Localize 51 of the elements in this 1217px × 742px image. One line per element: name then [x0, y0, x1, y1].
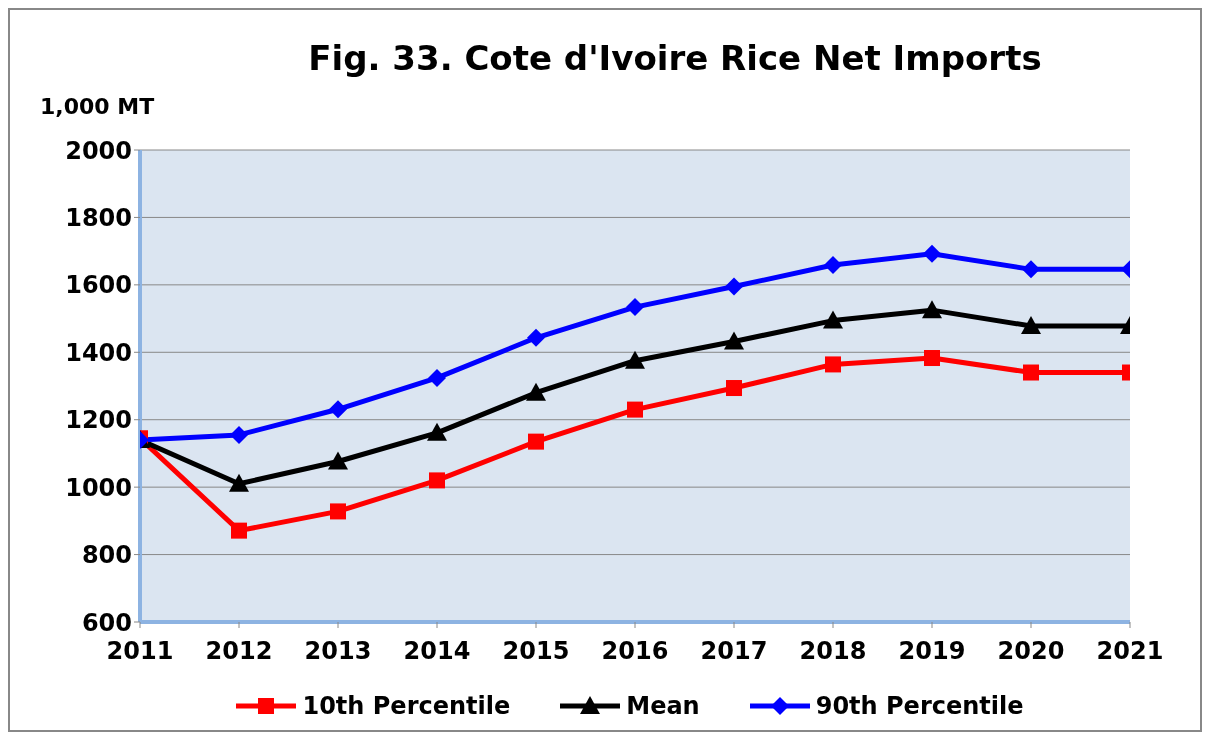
point	[328, 451, 348, 470]
y-tick-label: 800	[81, 541, 132, 570]
x-tick-label: 2015	[502, 637, 570, 666]
x-tick-label: 2017	[700, 637, 768, 666]
point	[527, 328, 545, 347]
y-tick-label: 1000	[65, 473, 132, 502]
point	[229, 473, 249, 492]
x-tick-label: 2012	[205, 637, 273, 666]
y-axis-title: 1,000 MT	[40, 94, 155, 119]
x-tick-label: 2018	[799, 637, 867, 666]
x-tick-label: 2013	[304, 637, 372, 666]
point	[329, 400, 347, 419]
point	[922, 300, 942, 319]
point	[923, 244, 941, 263]
point	[823, 310, 843, 329]
y-tick-label: 600	[81, 608, 132, 637]
point	[626, 298, 644, 317]
point	[428, 368, 446, 387]
y-tick-label: 1600	[65, 271, 132, 300]
point	[526, 382, 546, 401]
x-tick-label: 2021	[1096, 637, 1164, 666]
x-tick-label: 2011	[106, 637, 174, 666]
legend-label: 90th Percentile	[815, 692, 1024, 720]
point	[429, 472, 445, 489]
point	[1022, 260, 1040, 279]
point	[330, 503, 346, 520]
y-tick-label: 1200	[65, 406, 132, 435]
x-tick-label: 2020	[997, 637, 1065, 666]
chart-title: Fig. 33. Cote d'Ivoire Rice Net Imports	[307, 38, 1043, 78]
y-tick-label: 1800	[65, 203, 132, 232]
x-tick-label: 2019	[898, 637, 966, 666]
x-tick-label: 2016	[601, 637, 669, 666]
point	[924, 350, 940, 367]
y-tick-label: 2000	[65, 136, 132, 165]
point	[825, 356, 841, 373]
point	[230, 425, 248, 444]
point	[627, 401, 643, 418]
point	[724, 331, 744, 350]
point	[528, 433, 544, 450]
legend-label: 10th Percentile	[302, 692, 511, 720]
point	[625, 350, 645, 369]
point	[427, 422, 447, 441]
point	[231, 522, 247, 539]
y-tick-label: 1400	[65, 338, 132, 367]
legend-label: Mean	[626, 692, 700, 720]
x-tick-label: 2014	[403, 637, 471, 666]
point	[1023, 364, 1039, 381]
point	[726, 380, 742, 397]
point	[725, 277, 743, 296]
point	[824, 255, 842, 274]
point	[1021, 315, 1041, 334]
